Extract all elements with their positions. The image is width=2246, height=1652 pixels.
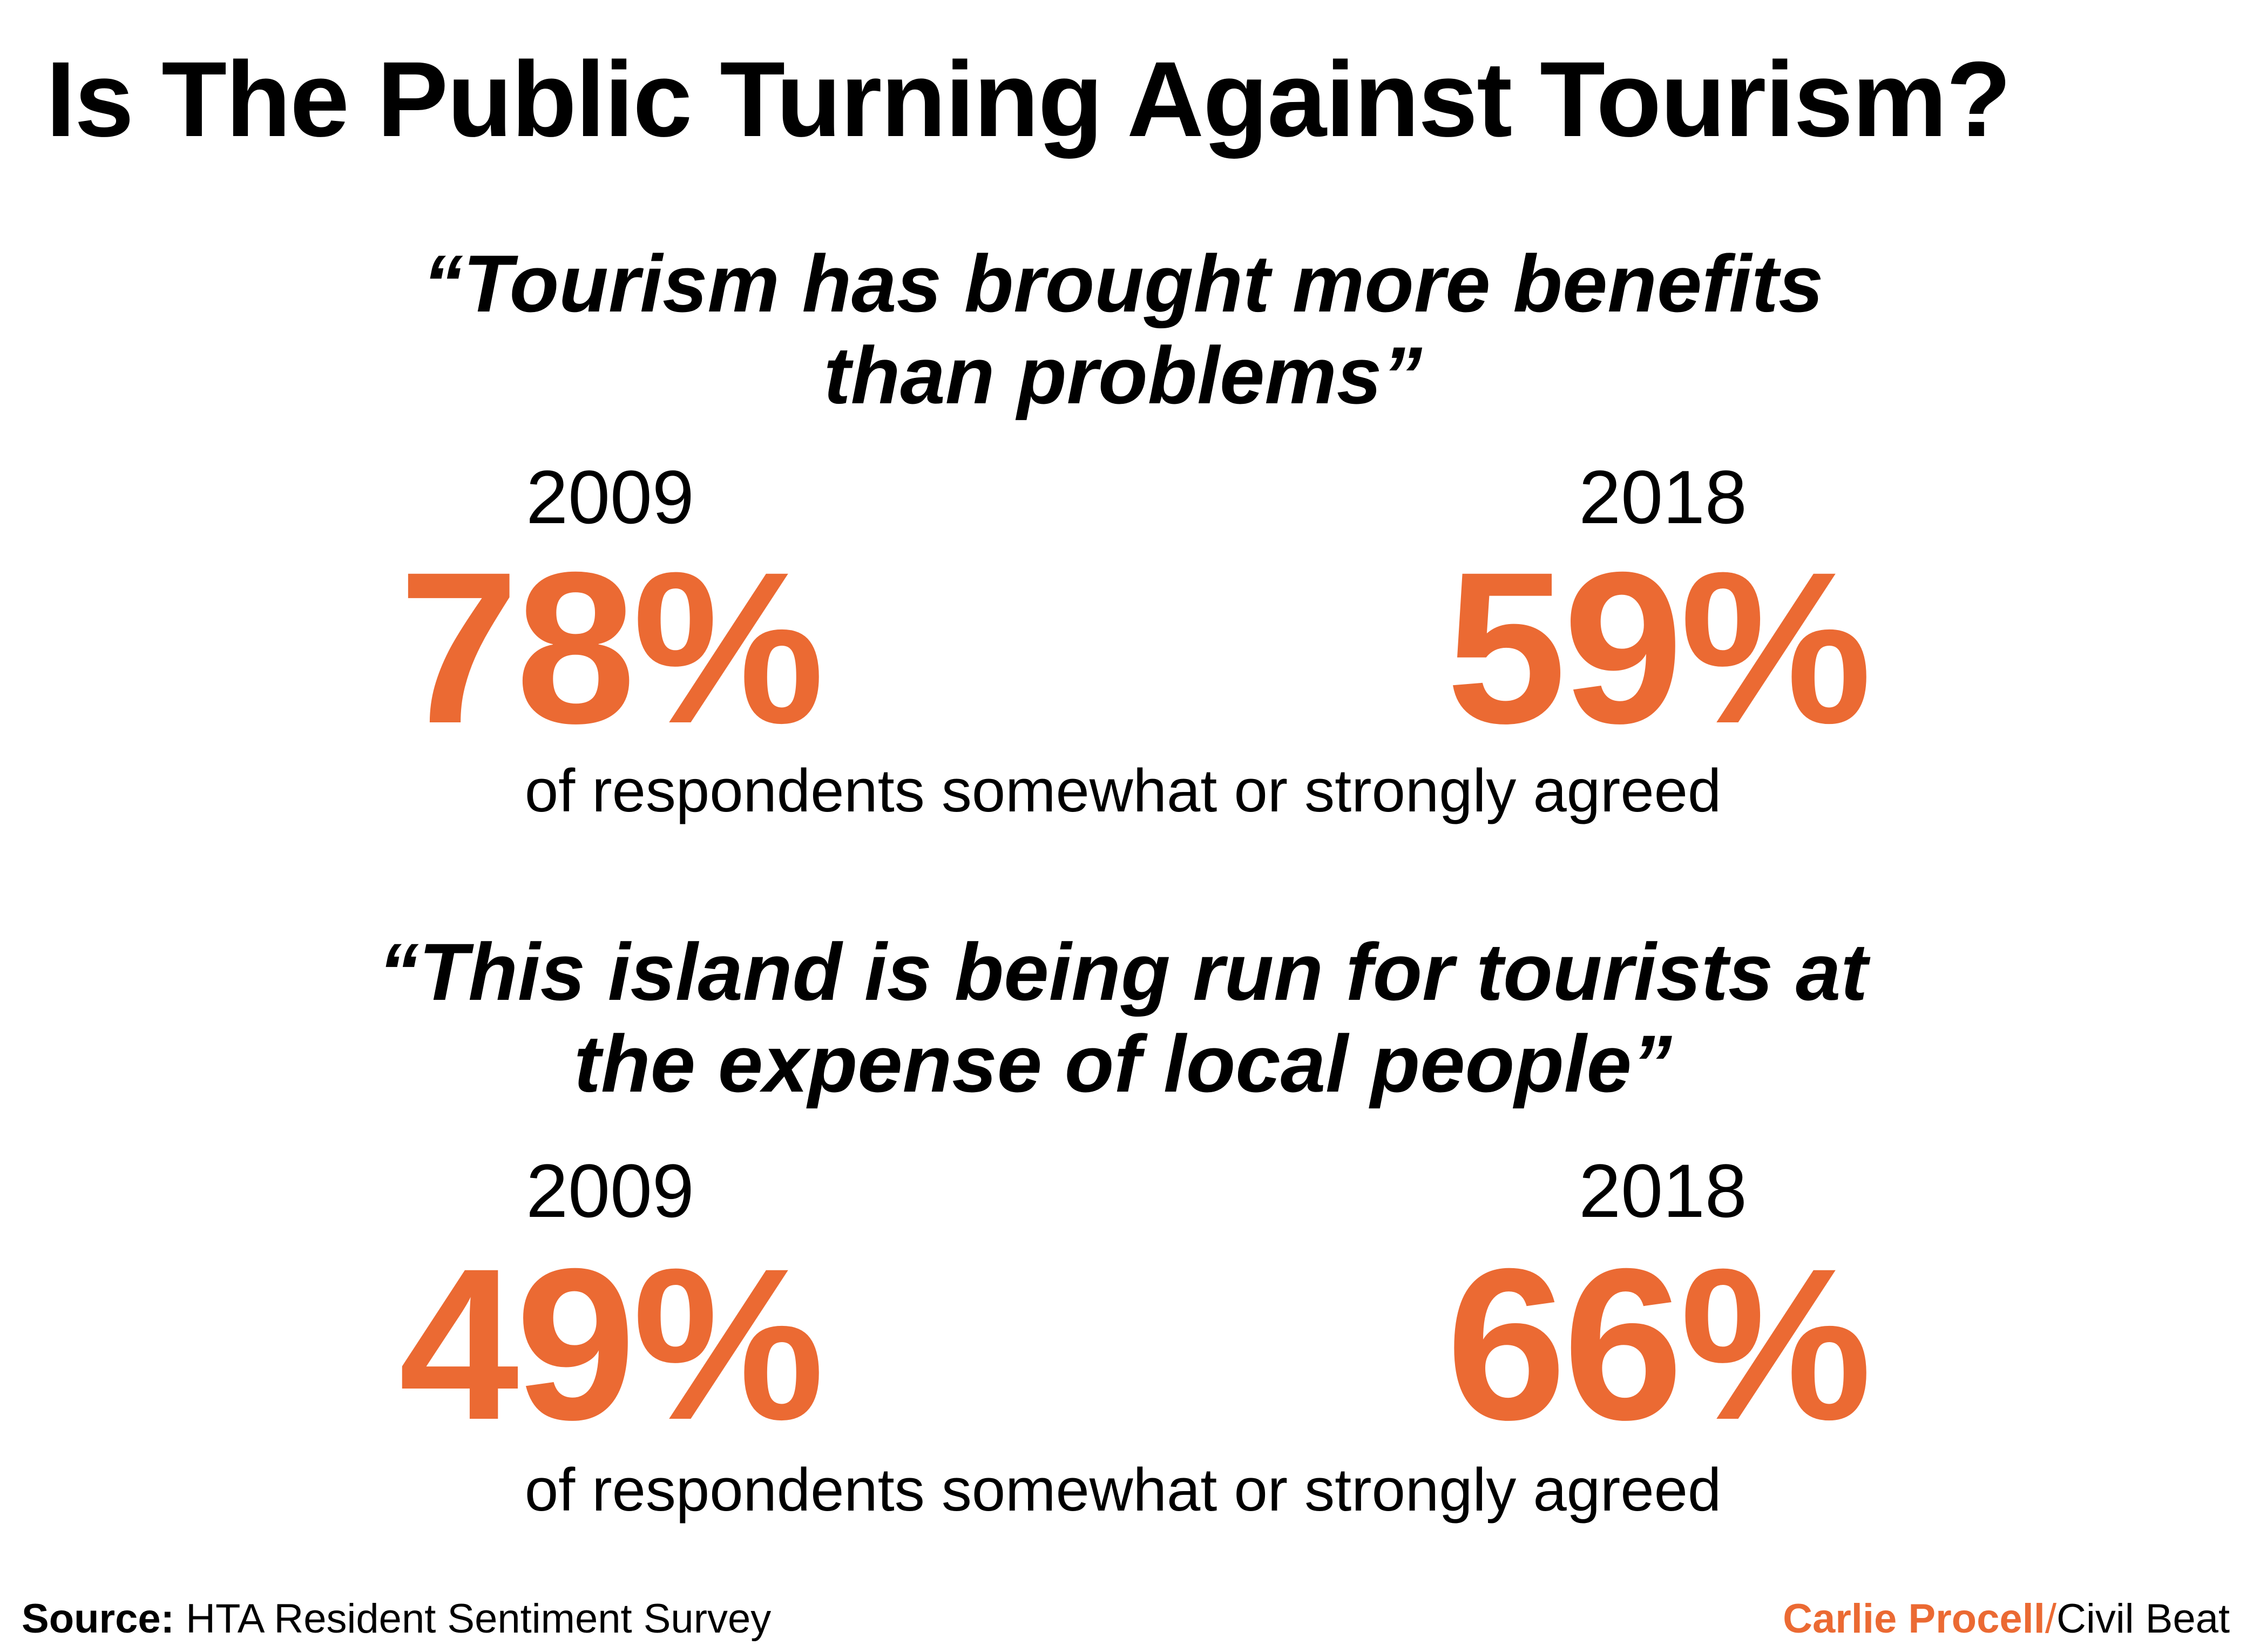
- stat-value-2018: 66%: [1446, 1223, 1872, 1465]
- quote-line: “Tourism has brought more benefits: [422, 238, 1824, 329]
- credit: Carlie Procell/Civil Beat: [1783, 1595, 2230, 1642]
- stat-value-2009: 78%: [398, 527, 825, 768]
- quote-line: the expense of local people”: [574, 1018, 1672, 1109]
- quote-line: than problems”: [823, 330, 1423, 421]
- quote-line: “This island is being run for tourists a…: [378, 926, 1868, 1017]
- source-label: Source:: [22, 1596, 174, 1642]
- quote-island: “This island is being run for tourists a…: [0, 926, 2246, 1109]
- stat-caption: of respondents somewhat or strongly agre…: [524, 1456, 1722, 1524]
- stat-value-2018: 59%: [1446, 527, 1872, 768]
- year-label-2018: 2018: [1579, 455, 1747, 539]
- credit-org: Civil Beat: [2056, 1596, 2230, 1642]
- year-label-2009: 2009: [526, 455, 694, 539]
- credit-author: Carlie Procell: [1783, 1596, 2045, 1642]
- credit-separator: /: [2045, 1596, 2056, 1642]
- page-title: Is The Public Turning Against Tourism?: [46, 39, 2011, 159]
- year-label-2018: 2018: [1579, 1148, 1747, 1233]
- source-text: HTA Resident Sentiment Survey: [174, 1596, 772, 1642]
- stat-caption: of respondents somewhat or strongly agre…: [524, 757, 1722, 824]
- quote-benefits: “Tourism has brought more benefits than …: [0, 238, 2246, 421]
- year-label-2009: 2009: [526, 1148, 694, 1233]
- stat-value-2009: 49%: [398, 1223, 825, 1465]
- source-note: Source: HTA Resident Sentiment Survey: [22, 1595, 771, 1642]
